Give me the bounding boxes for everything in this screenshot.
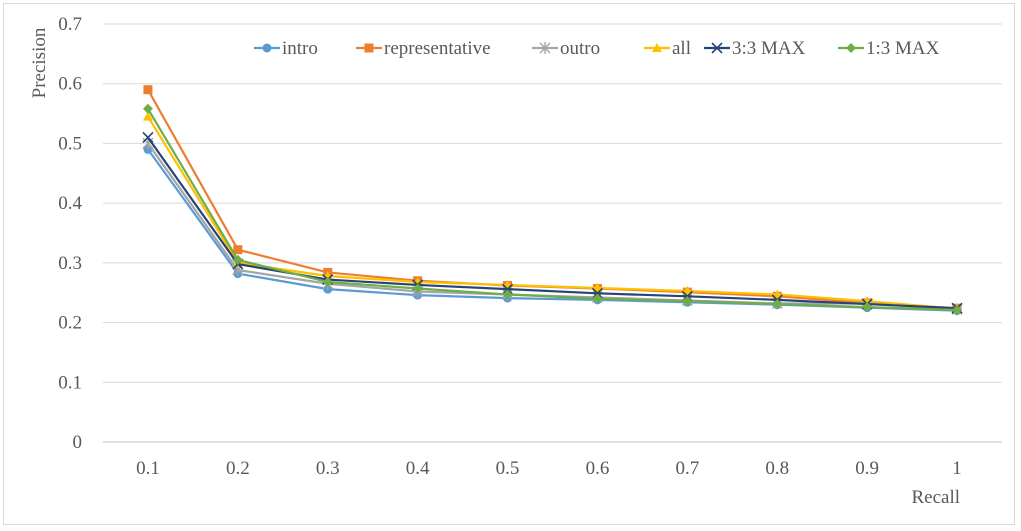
legend-label: 1:3 MAX	[866, 38, 940, 59]
data-point-3-3-max	[501, 283, 514, 295]
chart-frame	[3, 3, 1015, 525]
legend-swatch-marker	[846, 43, 856, 53]
x-tick-label: 0.4	[406, 458, 430, 479]
data-point-3-3-max	[591, 287, 604, 299]
data-point-1-3-max	[952, 305, 963, 316]
data-point-1-3-max	[142, 103, 153, 114]
x-tick-label: 0.2	[226, 458, 250, 479]
x-tick-label: 0.6	[586, 458, 610, 479]
series-outro	[142, 137, 963, 316]
series-1-3-max	[142, 103, 963, 316]
data-point-3-3-max	[142, 131, 154, 144]
y-tick-label: 0.6	[58, 74, 82, 95]
data-point-1-3-max	[412, 283, 423, 294]
x-tick-label: 0.9	[855, 458, 879, 479]
series-line-1-3-max	[147, 108, 958, 312]
data-point-1-3-max	[862, 302, 873, 313]
x-axis-title: Recall	[911, 487, 960, 508]
legend-swatch-marker	[539, 42, 551, 54]
x-tick-label: 0.1	[136, 458, 160, 479]
x-tick-label: 1	[952, 458, 962, 479]
series-all	[142, 111, 963, 313]
legend-label: outro	[560, 38, 600, 59]
legend-swatch-marker	[711, 42, 723, 54]
data-point-representative	[233, 245, 243, 255]
legend-item-outro: outro	[532, 38, 600, 59]
legend-swatch-marker	[262, 43, 272, 53]
data-point-representative	[143, 85, 153, 95]
legend-label: all	[672, 38, 691, 59]
x-tick-label: 0.8	[765, 458, 789, 479]
data-point-all	[142, 111, 153, 121]
data-point-1-3-max	[682, 296, 693, 307]
legend-item-1-3-max: 1:3 MAX	[838, 38, 940, 59]
legend-item-3-3-max: 3:3 MAX	[704, 38, 806, 59]
data-point-all	[862, 296, 873, 306]
series-line-all	[147, 115, 958, 310]
y-tick-label: 0.4	[58, 193, 82, 214]
y-tick-label: 0.5	[58, 133, 82, 154]
legend-label: representative	[384, 38, 491, 59]
x-tick-label: 0.7	[675, 458, 699, 479]
x-tick-label: 0.5	[496, 458, 520, 479]
legend-swatch-marker	[364, 43, 374, 53]
legend-label: intro	[282, 38, 318, 59]
series-intro	[143, 144, 962, 316]
x-tick-label: 0.3	[316, 458, 340, 479]
legend-item-intro: intro	[254, 38, 318, 59]
y-tick-label: 0.2	[58, 313, 82, 334]
series-line-outro	[147, 142, 958, 311]
legend-item-all: all	[644, 38, 691, 59]
series-line-3-3-max	[147, 136, 958, 310]
data-point-1-3-max	[772, 299, 783, 310]
legend-label: 3:3 MAX	[732, 38, 806, 59]
y-tick-label: 0	[73, 432, 83, 453]
data-point-1-3-max	[502, 289, 513, 300]
y-axis-title: Precision	[29, 27, 50, 98]
y-tick-label: 0.7	[58, 14, 82, 35]
legend-swatch-marker	[652, 43, 662, 52]
y-tick-label: 0.3	[58, 253, 82, 274]
legend-item-representative: representative	[356, 38, 491, 59]
data-point-1-3-max	[322, 276, 333, 287]
data-point-1-3-max	[592, 293, 603, 304]
y-tick-label: 0.1	[58, 372, 82, 393]
data-point-1-3-max	[232, 254, 243, 265]
